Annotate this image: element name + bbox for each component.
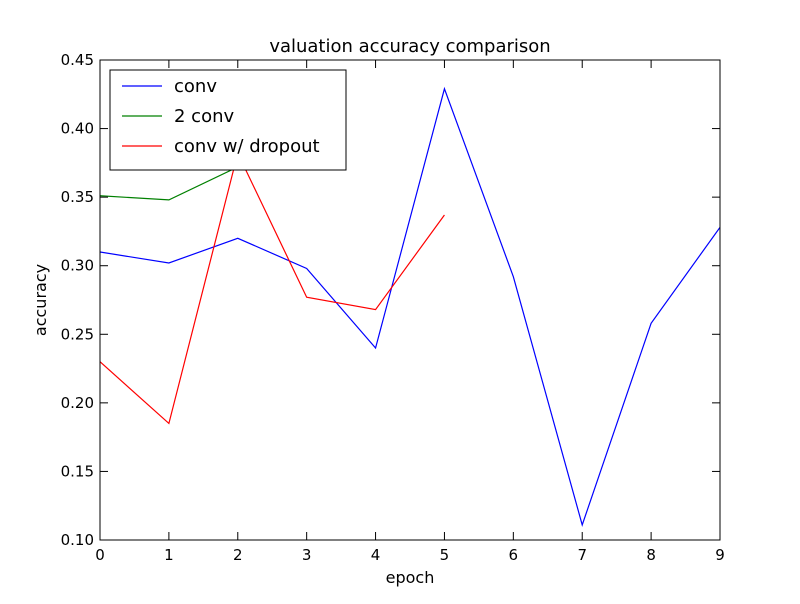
y-tick-label: 0.15: [61, 462, 94, 480]
y-tick-label: 0.20: [61, 394, 94, 412]
x-tick-label: 1: [164, 546, 174, 564]
legend-label: 2 conv: [174, 106, 234, 127]
x-tick-label: 7: [577, 546, 587, 564]
legend: conv 2 conv conv w/ dropout: [110, 70, 346, 170]
x-tick-label: 2: [233, 546, 243, 564]
y-tick-label: 0.35: [61, 188, 94, 206]
series-line-2: [100, 153, 444, 423]
x-tick-label: 3: [302, 546, 312, 564]
legend-label: conv: [174, 76, 217, 97]
x-tick-label: 9: [715, 546, 725, 564]
x-axis-label: epoch: [386, 568, 435, 587]
y-tick-label: 0.25: [61, 325, 94, 343]
y-axis-label: accuracy: [31, 264, 50, 336]
y-tick-label: 0.30: [61, 257, 94, 275]
x-tick-label: 6: [509, 546, 519, 564]
y-tick-label: 0.45: [61, 51, 94, 69]
x-tick-label: 5: [440, 546, 450, 564]
y-tick-label: 0.10: [61, 531, 94, 549]
y-tick-label: 0.40: [61, 120, 94, 138]
x-tick-label: 8: [646, 546, 656, 564]
chart-title: valuation accuracy comparison: [269, 36, 550, 57]
x-tick-label: 0: [95, 546, 105, 564]
x-tick-label: 4: [371, 546, 381, 564]
legend-label: conv w/ dropout: [174, 136, 320, 157]
